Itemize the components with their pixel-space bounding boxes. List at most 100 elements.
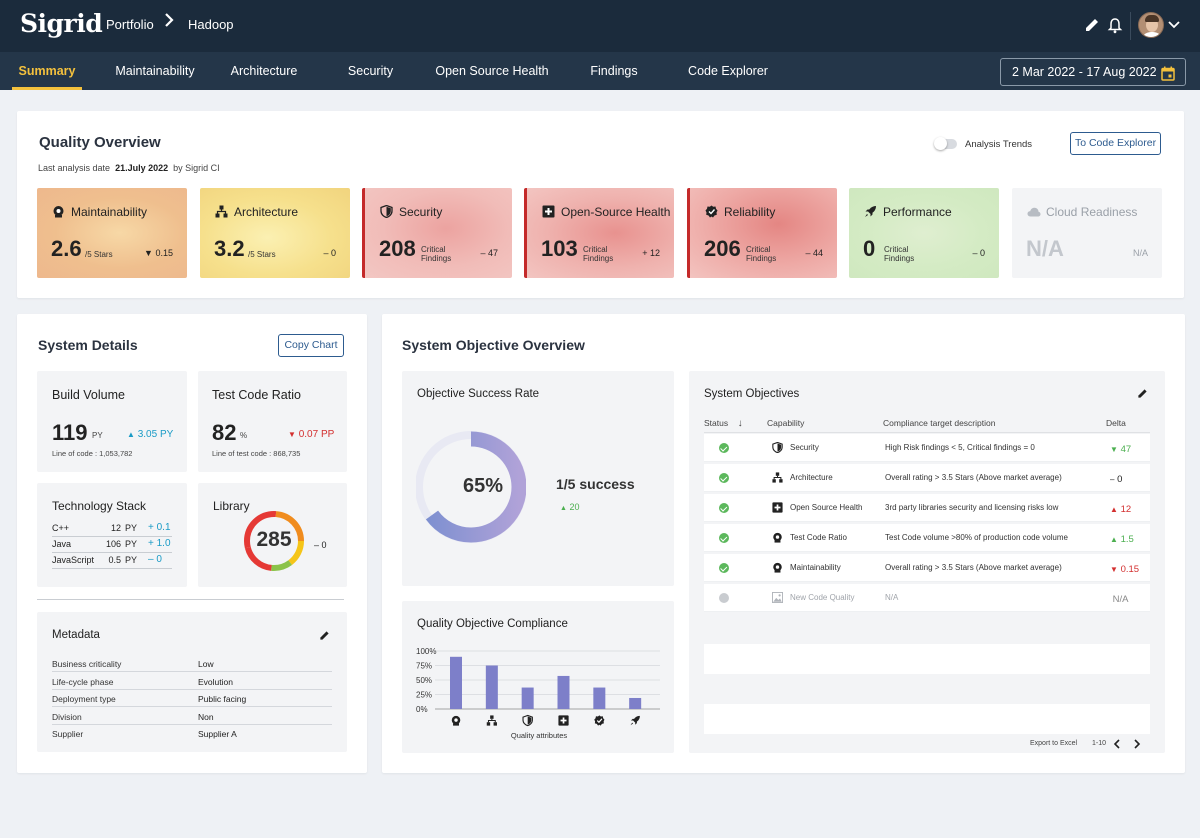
- tech-value: 106: [105, 539, 121, 549]
- header-delta[interactable]: Delta: [1106, 418, 1126, 428]
- card-value: 208: [379, 236, 416, 261]
- header-status[interactable]: Status ↓: [704, 418, 743, 429]
- objective-row[interactable]: Maintainability Overall rating > 3.5 Star…: [704, 554, 1150, 582]
- card-unit: Critical Findings: [746, 245, 777, 263]
- tab-summary[interactable]: Summary: [12, 52, 82, 90]
- objective-description: Test Code volume >80% of production code…: [885, 533, 1068, 542]
- reliability-icon: [705, 205, 718, 218]
- metadata-row: Deployment type Public facing: [52, 690, 332, 707]
- empty-row: [704, 704, 1150, 734]
- breadcrumb-system[interactable]: Hadoop: [188, 17, 234, 32]
- build-volume-unit: PY: [92, 431, 103, 440]
- objective-row[interactable]: Security High Risk findings < 5, Critical…: [704, 434, 1150, 462]
- header-description[interactable]: Compliance target description: [883, 418, 996, 428]
- tab-code-explorer[interactable]: Code Explorer: [688, 64, 768, 78]
- card-title: Reliability: [724, 205, 776, 219]
- objective-row[interactable]: Architecture Overall rating > 3.5 Stars (…: [704, 464, 1150, 492]
- card-delta: – 0: [972, 248, 985, 258]
- copy-chart-button[interactable]: Copy Chart: [278, 334, 344, 357]
- bar-architecture[interactable]: [485, 665, 498, 710]
- card-title: Security: [399, 205, 443, 219]
- card-title: Library: [213, 499, 250, 513]
- objective-row[interactable]: New Code Quality N/A N/A: [704, 584, 1150, 612]
- chevron-left-icon[interactable]: [1113, 739, 1121, 749]
- divider: [1130, 12, 1131, 40]
- cloud-icon: [1027, 207, 1041, 217]
- architecture-icon: [215, 205, 228, 218]
- analysis-trends-toggle[interactable]: [934, 137, 957, 150]
- security-icon: [772, 442, 783, 453]
- tech-unit: PY: [125, 555, 138, 565]
- status-ok-icon: [719, 563, 729, 573]
- breadcrumb-portfolio[interactable]: Portfolio: [106, 17, 154, 32]
- build-volume-value: 119: [52, 420, 88, 445]
- edit-icon[interactable]: [1081, 14, 1103, 36]
- objective-row[interactable]: Test Code Ratio Test Code volume >80% of …: [704, 524, 1150, 552]
- success-summary: 1/5 success: [556, 476, 635, 492]
- date-range-text: 2 Mar 2022 - 17 Aug 2022: [1012, 65, 1157, 79]
- header-capability[interactable]: Capability: [767, 418, 805, 428]
- library-card: Library 285 – 0: [198, 483, 347, 587]
- edit-icon[interactable]: [319, 630, 330, 641]
- quality-card-performance[interactable]: Performance 0 Critical Findings – 0: [849, 188, 999, 278]
- chevron-right-icon[interactable]: [1133, 739, 1141, 749]
- edit-icon[interactable]: [1137, 388, 1148, 399]
- quality-card-reliability[interactable]: Reliability 206 Critical Findings – 44: [687, 188, 837, 278]
- quality-card-architecture[interactable]: Architecture 3.2 /5 Stars – 0: [200, 188, 350, 278]
- card-title: Performance: [883, 205, 952, 219]
- y-tick-label: 50%: [416, 676, 432, 685]
- bar-open-source-health[interactable]: [557, 675, 570, 709]
- quality-card-open-source-health[interactable]: Open-Source Health 103 Critical Findings …: [524, 188, 674, 278]
- tab-architecture[interactable]: Architecture: [230, 64, 298, 78]
- metadata-value: Public facing: [198, 694, 247, 704]
- card-title: Objective Success Rate: [417, 388, 540, 400]
- compliance-chart-card: Quality Objective Compliance 100% 75% 50% 2…: [402, 601, 674, 753]
- card-unit: Critical Findings: [583, 245, 614, 263]
- objective-capability: Open Source Health: [790, 503, 863, 512]
- tech-stack-row: JavaScript 0.5 PY – 0: [52, 553, 172, 569]
- card-value: 103: [541, 236, 578, 261]
- tab-maintainability[interactable]: Maintainability: [115, 64, 195, 78]
- performance-icon: [630, 715, 640, 726]
- card-value: 3.2: [214, 236, 245, 261]
- logo[interactable]: Sigrid: [20, 9, 103, 38]
- test-code-ratio-value: 82: [212, 420, 237, 445]
- success-percent: 65%: [462, 475, 504, 497]
- avatar[interactable]: [1138, 12, 1164, 38]
- card-unit: Critical Findings: [884, 245, 915, 263]
- quality-card-cloud-readiness[interactable]: Cloud Readiness N/A N/A: [1012, 188, 1162, 278]
- bar-maintainability[interactable]: [450, 656, 462, 709]
- metadata-row: Business criticality Low: [52, 655, 332, 672]
- library-gauge: [244, 511, 304, 571]
- objective-delta: N/A: [1112, 594, 1129, 605]
- tab-open-source-health[interactable]: Open Source Health: [435, 64, 549, 78]
- objective-description: N/A: [885, 593, 899, 602]
- reliability-icon: [594, 715, 605, 726]
- metadata-value: Non: [198, 711, 214, 722]
- quality-card-security[interactable]: Security 208 Critical Findings – 47: [362, 188, 512, 278]
- success-donut: [416, 431, 526, 543]
- bar-reliability[interactable]: [593, 687, 606, 709]
- to-code-explorer-button[interactable]: To Code Explorer: [1070, 132, 1161, 155]
- build-volume-sub: Line of code : 1,053,782: [52, 449, 133, 458]
- export-excel-link[interactable]: Export to Excel: [1030, 740, 1078, 747]
- analysis-trends-label: Analysis Trends: [965, 139, 1033, 150]
- tech-value: 12: [110, 523, 121, 533]
- empty-row: [704, 644, 1150, 674]
- tab-security[interactable]: Security: [347, 64, 394, 78]
- card-title: Quality Objective Compliance: [417, 618, 568, 630]
- tab-findings[interactable]: Findings: [590, 64, 638, 78]
- tech-unit: PY: [125, 539, 138, 549]
- quality-card-maintainability[interactable]: Maintainability 2.6 /5 Stars ▼ 0.15: [37, 188, 187, 278]
- test-code-ratio-card: Test Code Ratio 82 % ▼ 0.07 PP Line of t…: [198, 371, 347, 472]
- chevron-down-icon[interactable]: [1163, 14, 1185, 36]
- bar-performance[interactable]: [629, 697, 642, 709]
- card-title: Metadata: [52, 629, 100, 641]
- bell-icon[interactable]: [1104, 14, 1126, 36]
- objective-delta: ▼ 0.15: [1110, 564, 1140, 575]
- date-range-picker[interactable]: 2 Mar 2022 - 17 Aug 2022: [1000, 58, 1186, 86]
- objective-row[interactable]: Open Source Health 3rd party libraries se…: [704, 494, 1150, 522]
- quality-overview-title: Quality Overview: [39, 134, 161, 151]
- bar-security[interactable]: [521, 687, 534, 709]
- metadata-key: Deployment type: [52, 694, 116, 704]
